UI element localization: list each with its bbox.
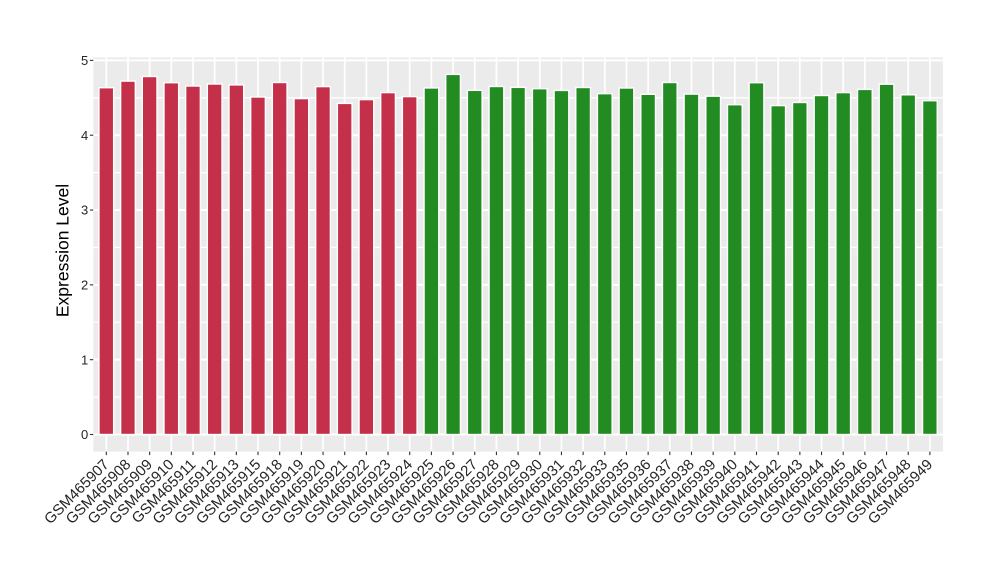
svg-text:3: 3: [81, 203, 88, 218]
svg-text:4: 4: [81, 128, 88, 143]
svg-text:0: 0: [81, 427, 88, 442]
svg-text:1: 1: [81, 352, 88, 367]
svg-text:5: 5: [81, 53, 88, 68]
svg-text:Expression Level: Expression Level: [52, 184, 72, 317]
svg-text:2: 2: [81, 277, 88, 292]
